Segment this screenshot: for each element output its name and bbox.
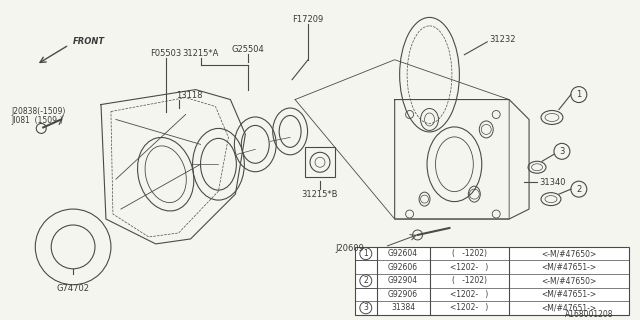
Text: <1202-   ): <1202- ): [450, 290, 488, 299]
Text: <M/#47651->: <M/#47651->: [541, 303, 596, 312]
Text: J20838(-1509): J20838(-1509): [12, 107, 66, 116]
Text: <-M/#47650>: <-M/#47650>: [541, 249, 596, 258]
Text: 1: 1: [364, 249, 368, 258]
Text: <1202-   ): <1202- ): [450, 303, 488, 312]
Text: FRONT: FRONT: [73, 37, 105, 46]
Text: G92906: G92906: [388, 290, 418, 299]
Text: <M/#47651->: <M/#47651->: [541, 290, 596, 299]
Text: G92606: G92606: [388, 263, 418, 272]
Text: G92604: G92604: [388, 249, 418, 258]
Text: <1202-   ): <1202- ): [450, 263, 488, 272]
Text: G25504: G25504: [232, 45, 265, 54]
Bar: [305, 147, 335, 177]
Text: (   -1202): ( -1202): [452, 276, 487, 285]
Text: 31232: 31232: [489, 35, 516, 44]
Text: 3: 3: [559, 147, 564, 156]
Text: 31384: 31384: [391, 303, 415, 312]
Text: 31340: 31340: [539, 178, 566, 187]
Text: G92904: G92904: [388, 276, 418, 285]
Text: 31215*B: 31215*B: [301, 190, 339, 199]
Text: 3: 3: [364, 303, 368, 312]
Text: A168001208: A168001208: [565, 310, 614, 319]
Text: <-M/#47650>: <-M/#47650>: [541, 276, 596, 285]
Text: F17209: F17209: [292, 15, 324, 24]
Text: J20609: J20609: [335, 244, 364, 253]
Text: G74702: G74702: [56, 284, 90, 293]
Text: 1: 1: [576, 90, 582, 99]
Bar: [355, 247, 628, 315]
Text: 31215*A: 31215*A: [182, 49, 219, 58]
Text: JI081  (1509-): JI081 (1509-): [12, 116, 63, 125]
Text: <M/#47651->: <M/#47651->: [541, 263, 596, 272]
Text: (   -1202): ( -1202): [452, 249, 487, 258]
Text: F05503: F05503: [150, 49, 181, 58]
Text: 2: 2: [576, 185, 582, 194]
Text: 13118: 13118: [175, 91, 202, 100]
Text: 2: 2: [364, 276, 368, 285]
